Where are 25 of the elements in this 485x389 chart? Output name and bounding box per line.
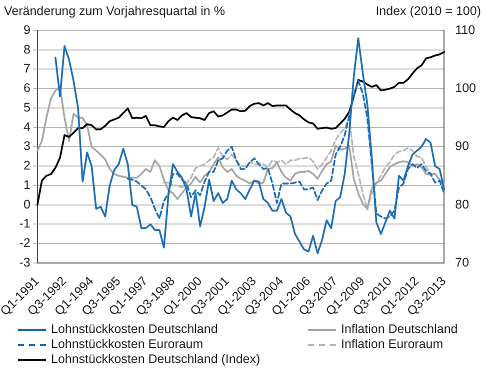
legend-label: Inflation Euroraum [341, 337, 444, 352]
y-tick-label: 5 [23, 100, 30, 114]
legend-label: Inflation Deutschland [341, 322, 458, 337]
y2-tick-label: 100 [455, 81, 476, 96]
y2-axis-title: Index (2010 = 100) [376, 4, 481, 18]
y-tick-label: 4 [23, 120, 30, 134]
y2-tick-label: 70 [455, 255, 470, 270]
y-tick-label: -2 [19, 236, 30, 250]
legend-label: Lohnstückkosten Deutschland (Index) [51, 352, 260, 367]
y2-tick-label: 80 [455, 197, 470, 212]
y-tick-label: 0 [23, 197, 30, 212]
y-tick-label: 2 [23, 158, 30, 173]
y-tick-label: 6 [23, 81, 30, 96]
y2-tick-label: 110 [455, 22, 476, 37]
y2-tick-label: 90 [455, 139, 470, 154]
y-axis-title: Veränderung zum Vorjahresquartal in % [4, 4, 225, 18]
y-tick-label: 8 [23, 42, 30, 56]
y-tick-label: -3 [19, 255, 30, 270]
y-tick-label: 1 [23, 178, 30, 192]
y-tick-label: -1 [19, 216, 30, 231]
legend-label: Lohnstückkosten Deutschland [51, 322, 218, 337]
y-tick-label: 7 [23, 62, 30, 76]
y-tick-label: 9 [23, 22, 30, 37]
y-tick-label: 3 [23, 139, 30, 154]
legend-label: Lohnstückkosten Euroraum [51, 337, 204, 352]
